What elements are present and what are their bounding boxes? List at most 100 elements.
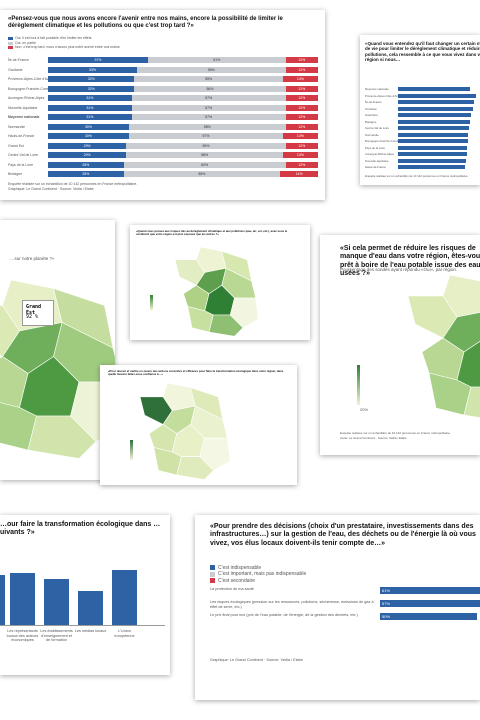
row-label: Bourgogne-Franche-Comté [8, 86, 48, 91]
bar [0, 575, 5, 625]
row-label: Bretagne [8, 172, 23, 176]
bar-segment: 51% [147, 57, 286, 63]
stacked-chart-card: «Pensez-vous que nous avons encore l'ave… [0, 10, 325, 200]
region [139, 396, 173, 425]
chart-title: «Pour réussir et mettre en œuvre des act… [108, 369, 284, 377]
row-label: Centre-Val de Loire [8, 153, 39, 157]
region [174, 259, 206, 286]
bar-segment: 58% [126, 152, 283, 158]
bar-segment: 57% [131, 104, 286, 111]
map [174, 246, 259, 337]
row-label: Île-de-France [365, 100, 382, 104]
legend-swatch [8, 37, 13, 40]
legend-swatch [210, 571, 215, 577]
row-label: La protection de ma santé [210, 587, 254, 591]
bar-segment: 12% [285, 95, 318, 101]
bar-segment: 32% [48, 85, 135, 92]
bar [398, 126, 469, 130]
bar-segment: 28% [48, 171, 124, 177]
x-tick-label: Les médias locaux [74, 629, 107, 633]
credit: Graphique: Le Grand Continent · Source: … [8, 187, 94, 191]
bar [78, 591, 103, 625]
bar [398, 145, 467, 150]
bar-segment: 57% [129, 133, 283, 139]
bar-segment: 12% [285, 57, 318, 63]
row-label: Île-de-France [8, 58, 29, 62]
region [27, 415, 97, 459]
bar-segment: 32% [48, 76, 135, 82]
bar [44, 579, 69, 625]
bar [398, 100, 474, 104]
chart-title: …our faire la transformation écologique … [0, 521, 161, 537]
chart-title: …sur notre planète ?» [10, 256, 55, 261]
credit: Graphique: Le Grand Continent · Source: … [210, 658, 303, 662]
region [199, 437, 231, 471]
legend-gradient [357, 365, 360, 405]
bar [112, 570, 137, 625]
chart-title: «Pensez-vous que nous avons encore l'ave… [8, 16, 283, 30]
legend-gradient [150, 295, 153, 310]
map [407, 274, 480, 418]
legend-swatch [8, 46, 13, 49]
x-tick-label: Les représentants locaux des acteurs éco… [6, 629, 39, 643]
legend-label: C'est indispensable [218, 564, 262, 571]
row-label: Provence-Alpes-Côte d'Azur [8, 77, 48, 81]
note: Enquête réalisée sur un échantillon de 1… [365, 174, 469, 178]
legend-label: Non, c'est trop tard, nous n'avons plus … [15, 45, 120, 49]
bar-segment: 12% [285, 104, 318, 111]
note: Enquête réalisée sur un échantillon de 1… [340, 431, 451, 435]
bar-segment: 60% [123, 161, 286, 168]
bar [398, 165, 465, 169]
chart-title: «Quand vous pensez aux risques liés au d… [136, 229, 288, 237]
region [407, 295, 458, 339]
credit: Carte: Le Grand Continent · Source: Vedi… [340, 436, 407, 440]
bar-segment: 57% [131, 114, 286, 120]
bar-segment: 31% [48, 104, 132, 111]
bar-segment: 33% [48, 66, 138, 73]
bar-segment: 13% [282, 152, 318, 158]
map-card: «Pour réussir et mettre en œuvre des act… [100, 365, 297, 485]
map-card: «Quand vous pensez aux risques liés au d… [130, 225, 310, 340]
bar-segment: 37% [48, 57, 148, 63]
row-label: Moyenne nationale [365, 87, 389, 91]
row-label: Grand Est [365, 113, 378, 117]
row-label: Auvergne-Rhône-Alpes [8, 96, 45, 100]
bar [398, 87, 470, 91]
row-label: Nouvelle-Aquitaine [8, 105, 38, 110]
bar-segment: 30% [48, 133, 129, 139]
legend-swatch [8, 41, 13, 45]
legend-label: Oui, il est tout à fait possible d'en li… [15, 36, 92, 40]
legend-label: 20% [360, 407, 369, 412]
bar-chart-card: «Pour prendre des décisions (choix d'un … [195, 515, 480, 700]
bar [398, 158, 466, 163]
bar: 61% [380, 587, 480, 594]
bar-segment: 57% [131, 95, 286, 101]
region [229, 297, 259, 329]
bar: 50% [380, 613, 477, 620]
row-label: Pays de la Loire [365, 145, 386, 150]
row-label: Occitanie [365, 106, 377, 111]
map-card: …sur notre planète ?» Grand Est 92 % [0, 220, 115, 480]
row-label: Provence-Alpes-Côte d'Azur [365, 93, 398, 98]
bar [398, 132, 468, 137]
bar-segment: 12% [285, 161, 318, 168]
bar-segment: 13% [282, 76, 318, 82]
legend-label: C'est important, mais pas indispensable [218, 571, 307, 577]
legend-gradient [130, 440, 133, 460]
bar-segment: 12% [285, 66, 318, 73]
bar [398, 119, 470, 124]
bar [398, 113, 471, 117]
legend-swatch [210, 578, 215, 583]
row-label: Hauts-de-France [8, 134, 35, 138]
bar [398, 152, 467, 156]
row-label: Grand Est [8, 143, 24, 148]
row-label: Normandie [8, 124, 26, 129]
row-label: Auvergne-Rhône-Alpes [365, 152, 395, 156]
chart-title: «Si cela permet de réduire les risques d… [340, 245, 480, 278]
axis-line [0, 625, 165, 626]
x-tick-label: Les établissements d'enseignement et de … [40, 629, 73, 643]
legend-label: C'est secondaire [218, 577, 256, 584]
region [0, 305, 20, 357]
bar-segment: 13% [282, 133, 318, 139]
